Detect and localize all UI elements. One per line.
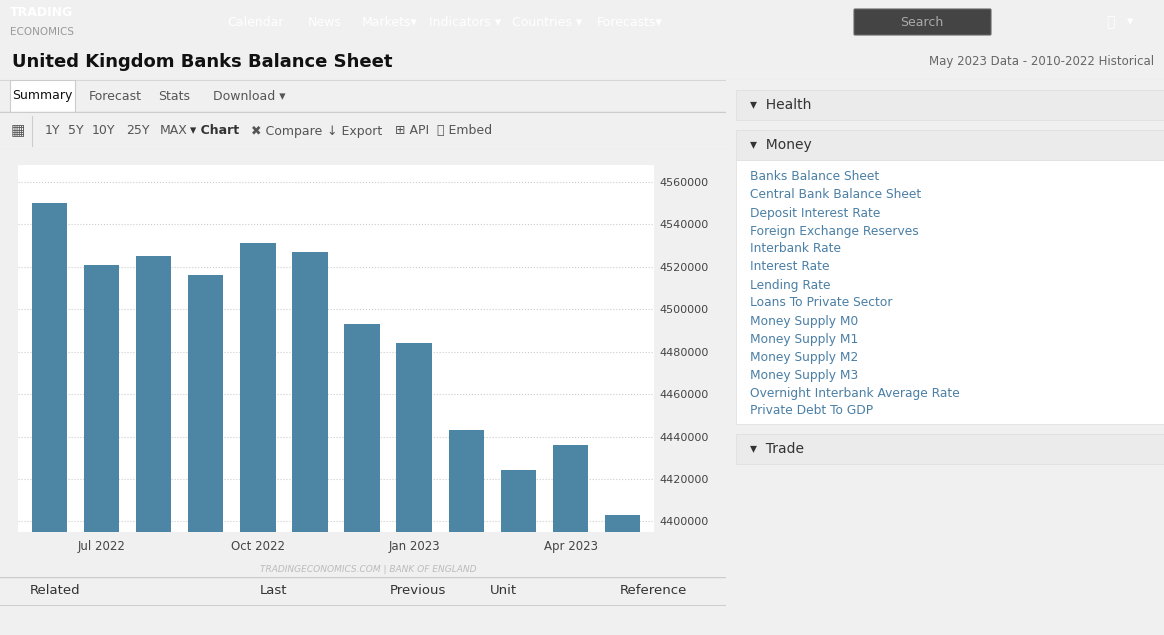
Text: ▦: ▦ (10, 123, 26, 138)
Text: United Kingdom Banks Balance Sheet: United Kingdom Banks Balance Sheet (12, 53, 392, 71)
Text: Reference: Reference (620, 584, 688, 598)
Text: Lending Rate: Lending Rate (750, 279, 830, 291)
Text: Interbank Rate: Interbank Rate (750, 243, 842, 255)
Text: Summary: Summary (13, 90, 72, 102)
Text: Stats: Stats (158, 90, 190, 102)
Text: News: News (308, 15, 342, 29)
Text: ⎙ Embed: ⎙ Embed (438, 124, 492, 138)
Text: Banks Balance Sheet: Banks Balance Sheet (750, 171, 879, 184)
Text: ⊞ API: ⊞ API (395, 124, 430, 138)
Bar (187, 276, 223, 635)
Text: Related: Related (30, 584, 80, 598)
Text: Countries ▾: Countries ▾ (512, 15, 582, 29)
Text: Money Supply M0: Money Supply M0 (750, 314, 858, 328)
Text: MAX: MAX (161, 124, 187, 138)
Text: ▾  Trade: ▾ Trade (750, 442, 804, 456)
Text: ▾ Chart: ▾ Chart (191, 124, 240, 138)
Text: 25Y: 25Y (126, 124, 150, 138)
Bar (605, 515, 640, 635)
Text: Previous: Previous (390, 584, 446, 598)
Text: 👤: 👤 (1106, 15, 1114, 29)
Text: Last: Last (260, 584, 288, 598)
Text: Unit: Unit (490, 584, 517, 598)
Bar (736, 434, 1164, 464)
Text: Money Supply M2: Money Supply M2 (750, 351, 858, 363)
Text: Search: Search (901, 15, 944, 29)
Text: Forecast: Forecast (88, 90, 142, 102)
Text: ✖ Compare: ✖ Compare (251, 124, 322, 138)
Text: Money Supply M3: Money Supply M3 (750, 368, 858, 382)
Bar (553, 445, 588, 635)
Bar (292, 252, 327, 635)
Text: Private Debt To GDP: Private Debt To GDP (750, 404, 873, 417)
Bar (345, 324, 379, 635)
Text: TRADING: TRADING (10, 6, 73, 19)
Text: ↓ Export: ↓ Export (327, 124, 383, 138)
Text: ▾  Health: ▾ Health (750, 98, 811, 112)
Bar (136, 256, 171, 635)
Text: ECONOMICS: ECONOMICS (10, 27, 74, 37)
Bar (736, 160, 1164, 424)
Bar (10, 80, 74, 112)
Text: ▾  Money: ▾ Money (750, 138, 811, 152)
Text: ▾: ▾ (1127, 15, 1133, 29)
Text: Forecasts▾: Forecasts▾ (597, 15, 662, 29)
Text: Interest Rate: Interest Rate (750, 260, 830, 274)
FancyBboxPatch shape (854, 9, 991, 35)
Bar (31, 203, 68, 635)
Text: Indicators ▾: Indicators ▾ (430, 15, 501, 29)
Text: Download ▾: Download ▾ (213, 90, 285, 102)
Text: May 2023 Data - 2010-2022 Historical: May 2023 Data - 2010-2022 Historical (929, 55, 1154, 69)
Text: Central Bank Balance Sheet: Central Bank Balance Sheet (750, 189, 921, 201)
Bar (84, 265, 119, 635)
Bar (501, 471, 537, 635)
Bar (736, 130, 1164, 160)
Bar (448, 430, 484, 635)
Text: Markets▾: Markets▾ (362, 15, 418, 29)
Text: Deposit Interest Rate: Deposit Interest Rate (750, 206, 880, 220)
Text: TRADINGECONOMICS.COM | BANK OF ENGLAND: TRADINGECONOMICS.COM | BANK OF ENGLAND (260, 565, 476, 574)
Text: Calendar: Calendar (227, 15, 283, 29)
Bar (397, 343, 432, 635)
Text: Overnight Interbank Average Rate: Overnight Interbank Average Rate (750, 387, 960, 399)
Bar (736, 90, 1164, 120)
Text: Money Supply M1: Money Supply M1 (750, 333, 858, 345)
Text: 10Y: 10Y (91, 124, 115, 138)
Text: 1Y: 1Y (44, 124, 59, 138)
Text: Loans To Private Sector: Loans To Private Sector (750, 297, 893, 309)
Text: 5Y: 5Y (69, 124, 84, 138)
Text: Foreign Exchange Reserves: Foreign Exchange Reserves (750, 225, 918, 237)
Bar (240, 243, 276, 635)
